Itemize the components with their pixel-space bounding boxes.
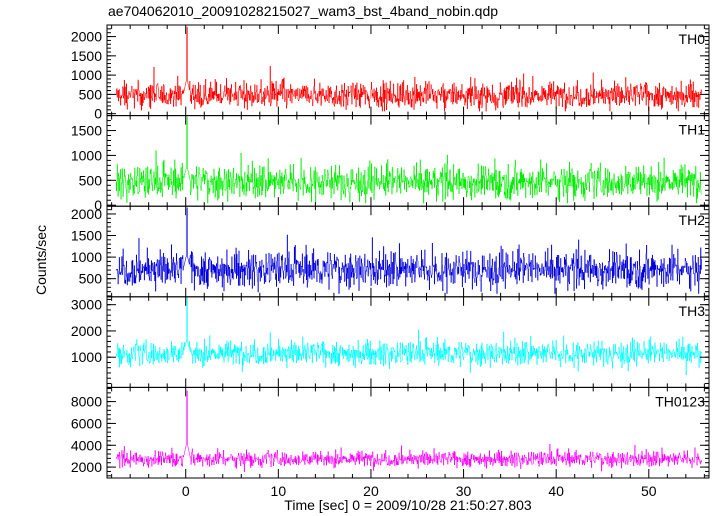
y-tick-label: 8000 — [71, 394, 102, 410]
series-label: TH2 — [679, 212, 706, 228]
y-tick-label: 0 — [94, 197, 102, 213]
y-tick-label: 500 — [79, 172, 103, 188]
panel-th1: 0 500 1000 1500 TH1 — [71, 115, 710, 213]
y-tick-label: 500 — [79, 86, 103, 102]
y-tick-label: 1000 — [71, 349, 102, 365]
series-th0-line — [115, 26, 702, 112]
series-th2-line — [115, 207, 702, 294]
y-tick-label: 1500 — [71, 123, 102, 139]
y-tick-label: 6000 — [71, 415, 102, 431]
series-label: TH3 — [679, 303, 706, 319]
x-tick-label: 10 — [271, 483, 287, 499]
y-tick-label: 1000 — [71, 249, 102, 265]
y-tick-label: 4000 — [71, 437, 102, 453]
series-label: TH1 — [679, 122, 706, 138]
panel-frame — [106, 386, 710, 479]
y-tick-label: 1000 — [71, 67, 102, 83]
panels: 0 500 1000 1500 2000 TH0 0 500 1000 1500 TH1 500 100… — [71, 24, 710, 479]
x-tick-label: 20 — [363, 483, 379, 499]
panel-th0: 0 500 1000 1500 2000 TH0 — [71, 24, 710, 122]
series-th0123-line — [115, 390, 702, 473]
panel-frame — [106, 205, 710, 298]
x-tick-label: 30 — [456, 483, 472, 499]
x-tick-label: 0 — [182, 483, 190, 499]
y-tick-label: 3000 — [71, 297, 102, 313]
y-axis-label: Counts/sec — [33, 225, 49, 295]
x-tick-label: 50 — [641, 483, 657, 499]
x-axis: 0 10 20 30 40 50 — [182, 483, 657, 499]
y-tick-label: 500 — [79, 271, 103, 287]
series-th1-line — [115, 116, 702, 204]
y-tick-label: 1000 — [71, 147, 102, 163]
y-tick-label: 1500 — [71, 48, 102, 64]
y-tick-label: 2000 — [71, 459, 102, 475]
y-tick-label: 0 — [94, 106, 102, 122]
y-tick-label: 2000 — [71, 29, 102, 45]
series-label: TH0 — [679, 31, 706, 47]
y-tick-label: 2000 — [71, 206, 102, 222]
series-label: TH0123 — [655, 393, 705, 409]
y-tick-label: 1500 — [71, 228, 102, 244]
chart-title: ae704062010_20091028215027_wam3_bst_4ban… — [108, 3, 498, 19]
y-tick-label: 2000 — [71, 323, 102, 339]
panel-th0123: 2000 4000 6000 8000 TH0123 — [71, 386, 710, 479]
x-tick-label: 40 — [548, 483, 564, 499]
panel-th2: 500 1000 1500 2000 TH2 — [71, 205, 710, 298]
x-axis-label: Time [sec] 0 = 2009/10/28 21:50:27.803 — [284, 497, 532, 513]
series-th3-line — [115, 296, 702, 376]
panel-th3: 1000 2000 3000 TH3 — [71, 296, 710, 388]
